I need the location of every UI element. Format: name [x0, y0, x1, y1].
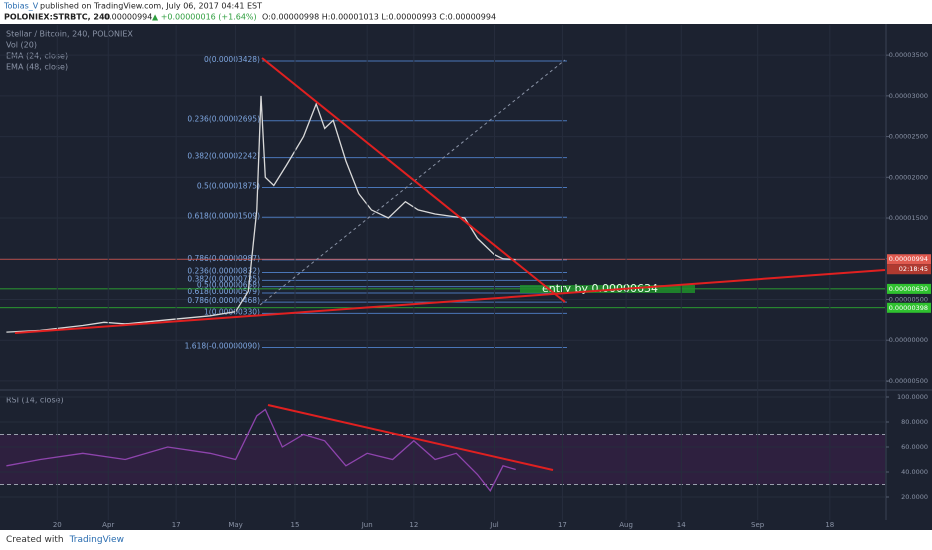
x-tick-label: May [228, 521, 242, 529]
change: ▲ +0.00000016 (+1.64%) [152, 13, 257, 22]
y-tick-label: 100.0000 [897, 393, 928, 401]
x-tick-label: 12 [409, 521, 418, 529]
price-line [6, 408, 516, 493]
fib-label: 0.382(0.00000735) [187, 274, 260, 283]
indicator: EMA (24, close) [6, 52, 68, 61]
entry-zone [520, 285, 695, 293]
price-tag-label: 0.00000398 [889, 304, 928, 312]
price-tag-label: 0.00000994 [889, 255, 928, 263]
y-tick-label: 0.00002000 [889, 173, 928, 181]
indicator: EMA (48, close) [6, 63, 68, 72]
rsi-trendline [267, 404, 554, 471]
x-tick-label: 17 [172, 521, 181, 529]
x-tick-label: 17 [558, 521, 567, 529]
x-tick-label: Jun [361, 521, 373, 529]
last-price: 0.00000994 [104, 13, 152, 22]
x-tick-label: Aug [619, 521, 633, 529]
y-tick-label: 40.0000 [901, 468, 928, 476]
x-tick-label: 20 [53, 521, 62, 529]
fib-label: 0(0.00003428) [204, 55, 260, 64]
y-tick-label: 0.00000000 [889, 336, 928, 344]
price-tag [887, 302, 931, 313]
y-tick-label: 80.0000 [901, 418, 928, 426]
y-tick-label: 0.00000500 [889, 295, 928, 303]
y-tick-label: 0.00002500 [889, 133, 928, 141]
rsi-band [0, 434, 885, 485]
x-tick-label: Jul [489, 521, 499, 529]
fib-label: 0.382(0.00002242) [187, 152, 260, 161]
fib-label: 0.236(0.00002695) [187, 115, 260, 124]
indicator: Vol (20) [6, 41, 37, 50]
author[interactable]: Tobias_V [3, 2, 39, 11]
trendline-dashed [259, 59, 566, 306]
x-tick-label: 18 [825, 521, 834, 529]
y-tick-label: 60.0000 [901, 443, 928, 451]
x-tick-label: Apr [102, 521, 114, 529]
rsi-title: RSI (14, close) [6, 396, 64, 405]
fib-label: 1.618(-0.00000090) [185, 342, 260, 351]
fib-label: 0.786(0.00000987) [187, 254, 260, 263]
fib-label: 0.786(0.00000468) [187, 296, 260, 305]
x-tick-label: 15 [291, 521, 300, 529]
fib-label: 0.618(0.00000579) [187, 287, 260, 296]
y-tick-label: 0.00003500 [889, 51, 928, 59]
countdown: 02:18:45 [899, 265, 928, 273]
published: published on TradingView.com, July 06, 2… [40, 2, 262, 11]
countdown-bg [887, 264, 931, 275]
y-tick-label: 0.00001500 [889, 214, 928, 222]
chart-title: Stellar / Bitcoin, 240, POLONIEX [6, 30, 133, 39]
chart: Tobias_V published on TradingView.com, J… [0, 0, 932, 530]
fib-label: 0.618(0.00001509) [187, 211, 260, 220]
footer-text: Created with [6, 535, 64, 545]
x-tick-label: 14 [677, 521, 686, 529]
footer: Created with TradingView [0, 530, 932, 550]
footer-brand[interactable]: TradingView [69, 535, 124, 545]
price-tag-label: 0.00000630 [889, 285, 928, 293]
symbol: POLONIEX:STRBTC, 240 [4, 13, 111, 22]
fib-label: 0.5(0.00000658) [197, 281, 260, 290]
price-tag [887, 283, 931, 294]
price-tag [887, 254, 931, 265]
price-line [6, 95, 516, 333]
y-tick-label: 0.00003000 [889, 92, 928, 100]
trendline [261, 57, 566, 303]
ohlc: O:0.00000998 H:0.00001013 L:0.00000993 C… [262, 13, 496, 22]
y-tick-label: -0.00000500 [886, 377, 928, 385]
trendline [14, 269, 886, 334]
header-bg [0, 0, 932, 24]
fib-label: 0.236(0.00000832) [187, 266, 260, 275]
x-tick-label: Sep [751, 521, 765, 529]
y-tick-label: 20.0000 [901, 493, 928, 501]
fib-label: 0.5(0.00001875) [197, 181, 260, 190]
